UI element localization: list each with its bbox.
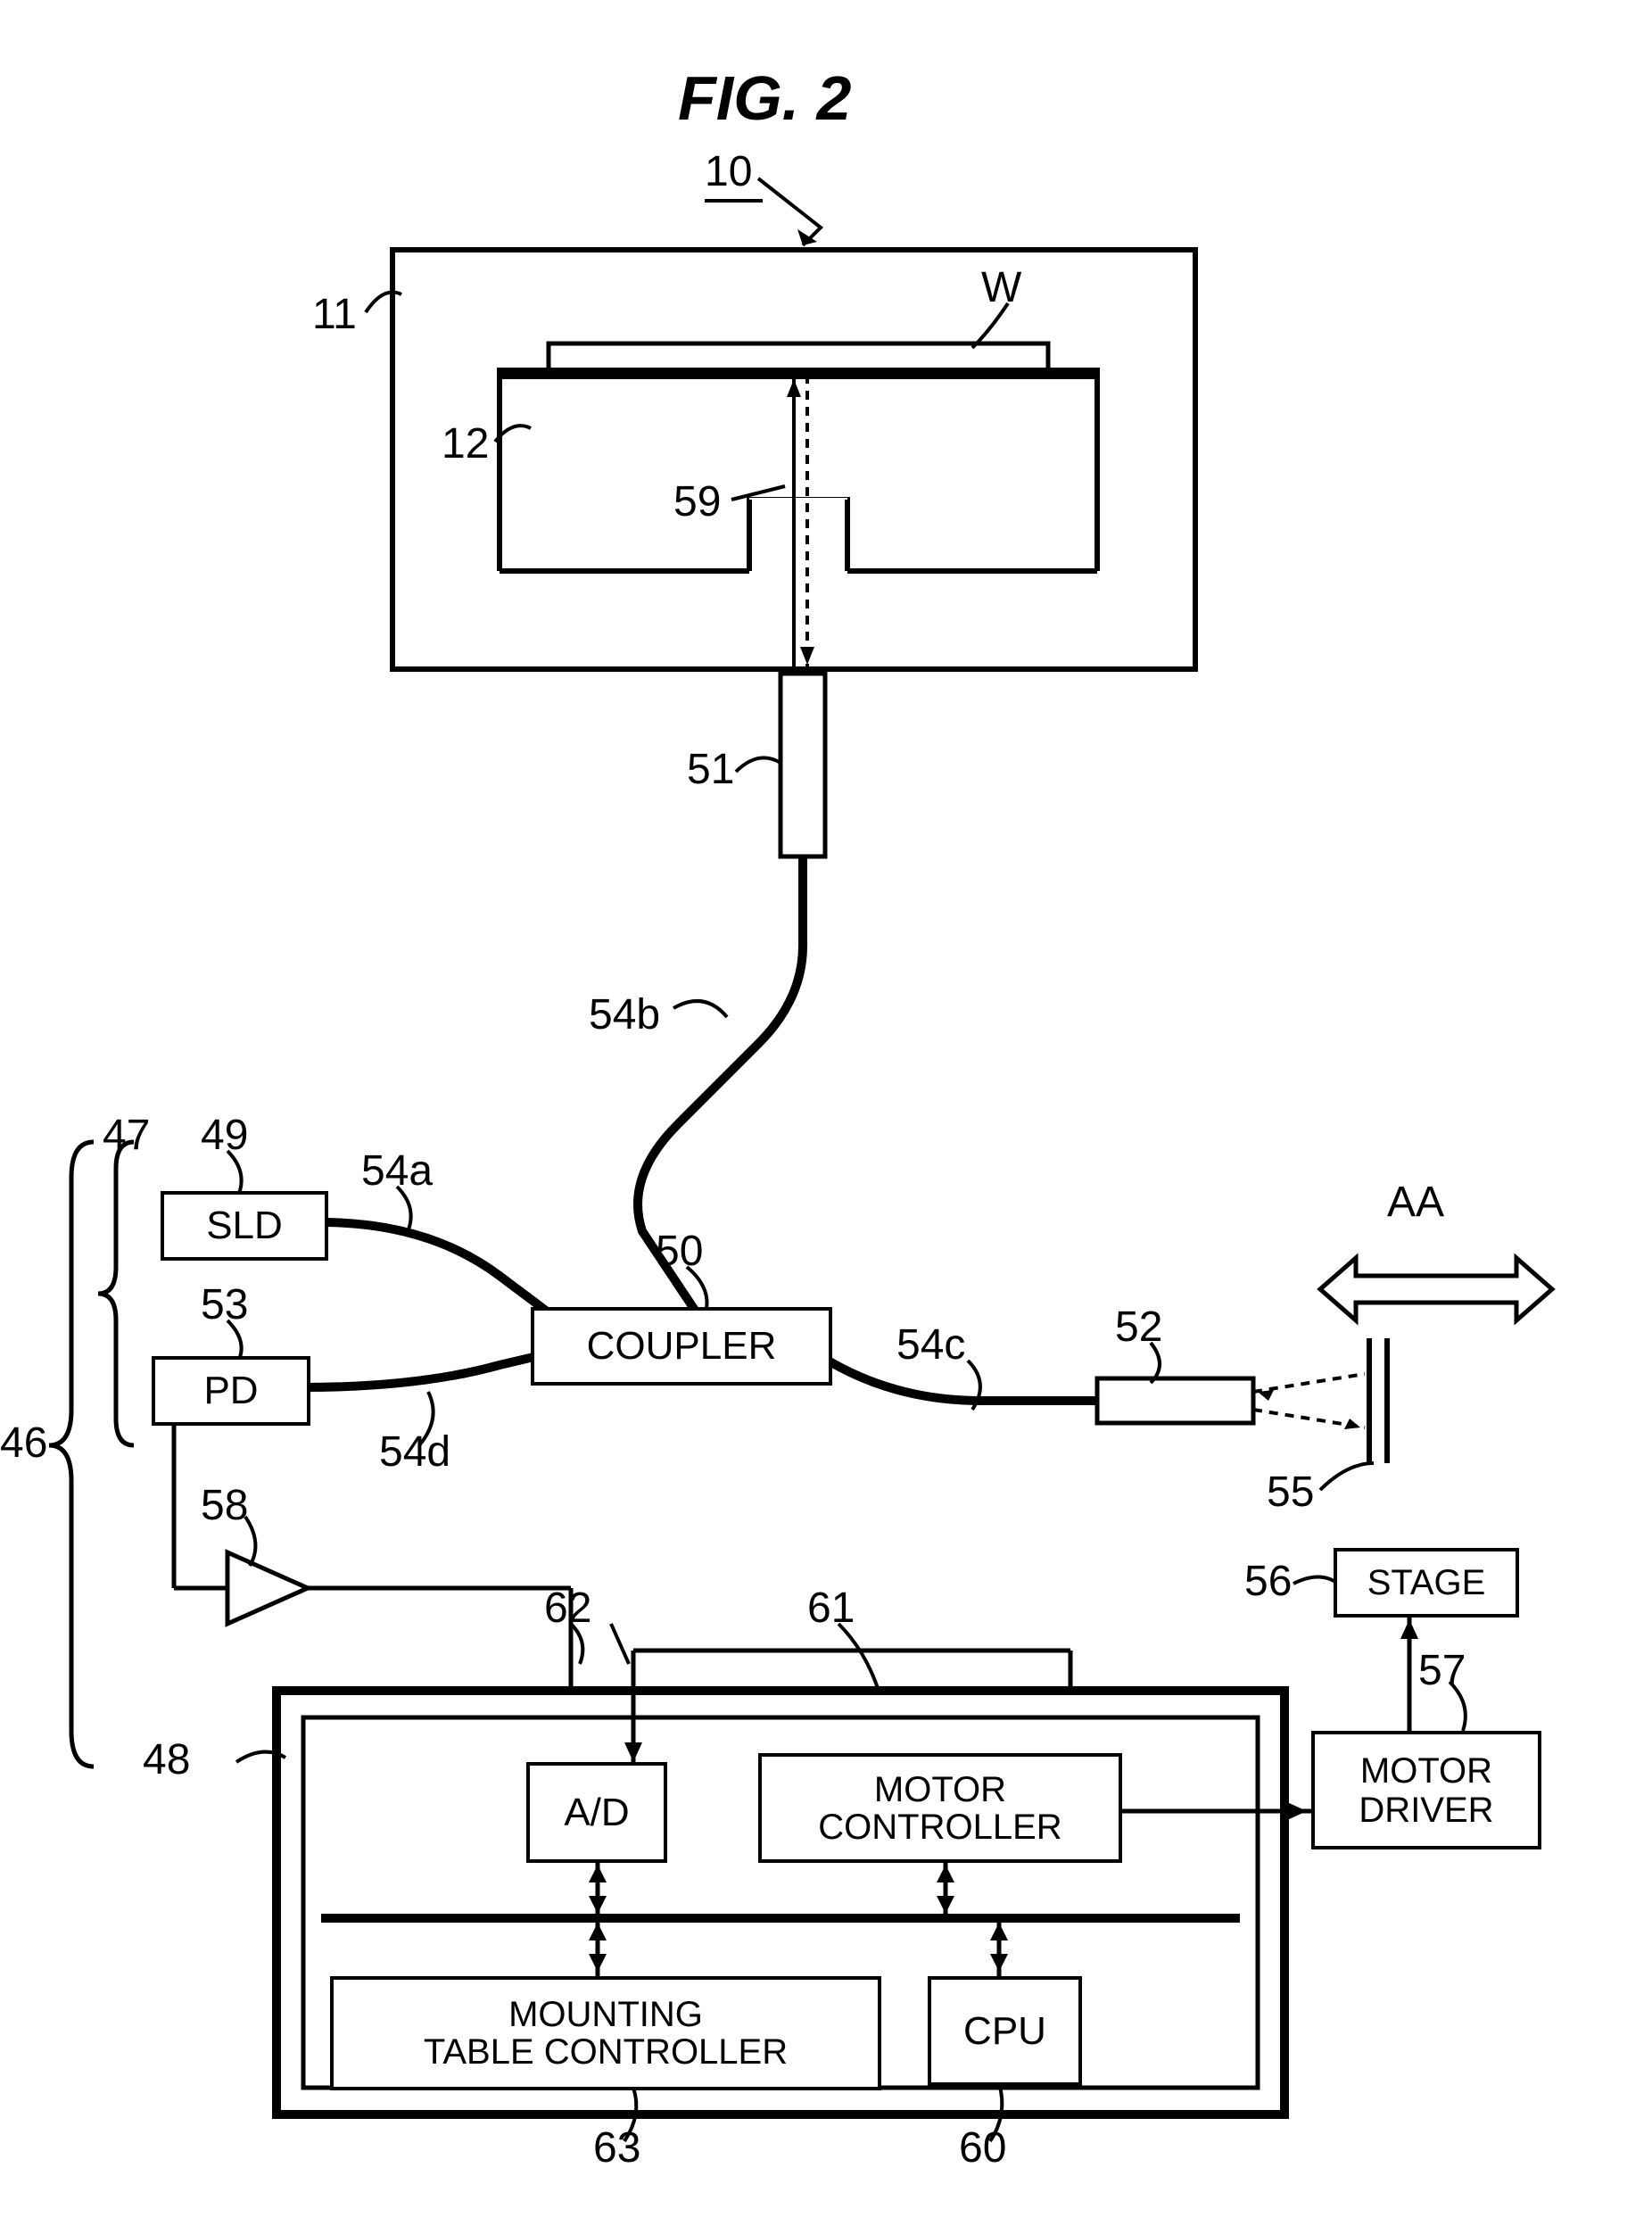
label-59: 59 [673,477,721,526]
label-10: 10 [705,147,752,196]
sld-box: SLD [161,1191,328,1261]
label-47: 47 [103,1111,150,1160]
label-58: 58 [201,1481,248,1530]
label-63: 63 [593,2123,640,2172]
pd-box: PD [152,1356,310,1426]
label-55: 55 [1267,1468,1314,1517]
label-51: 51 [687,745,734,794]
bracket-46 [49,1142,94,1767]
bracket-47 [98,1142,134,1445]
label-53: 53 [201,1280,248,1329]
label-54c: 54c [896,1320,965,1369]
label-46: 46 [0,1419,47,1468]
label-56: 56 [1244,1557,1292,1606]
motor-driver-box: MOTOR DRIVER [1311,1731,1541,1849]
label-54a: 54a [361,1146,433,1196]
label-54d: 54d [379,1427,450,1477]
stage-box: STAGE [1334,1548,1519,1618]
label-49: 49 [201,1111,248,1160]
collimator-51 [781,674,825,856]
label-61: 61 [807,1584,855,1633]
collimator-52 [1097,1378,1253,1423]
cpu-box: CPU [928,1976,1082,2086]
label-52: 52 [1115,1303,1162,1352]
aa-arrow [1320,1258,1552,1320]
mounting-table-controller-box: MOUNTING TABLE CONTROLLER [330,1976,881,2090]
label-57: 57 [1418,1646,1466,1695]
motor-controller-box: MOTOR CONTROLLER [758,1753,1122,1863]
label-62: 62 [544,1584,591,1633]
label-60: 60 [959,2123,1006,2172]
label-50: 50 [656,1227,703,1276]
label-11: 11 [312,290,357,339]
label-AA: AA [1387,1178,1444,1227]
amplifier-58 [227,1552,308,1624]
label-12: 12 [442,419,489,468]
ad-box: A/D [526,1762,667,1863]
label-W: W [981,263,1021,312]
coupler-box: COUPLER [531,1307,832,1386]
label-54b: 54b [589,990,660,1039]
figure-canvas: FIG. 2 [0,0,1652,2234]
label-48: 48 [143,1735,190,1784]
